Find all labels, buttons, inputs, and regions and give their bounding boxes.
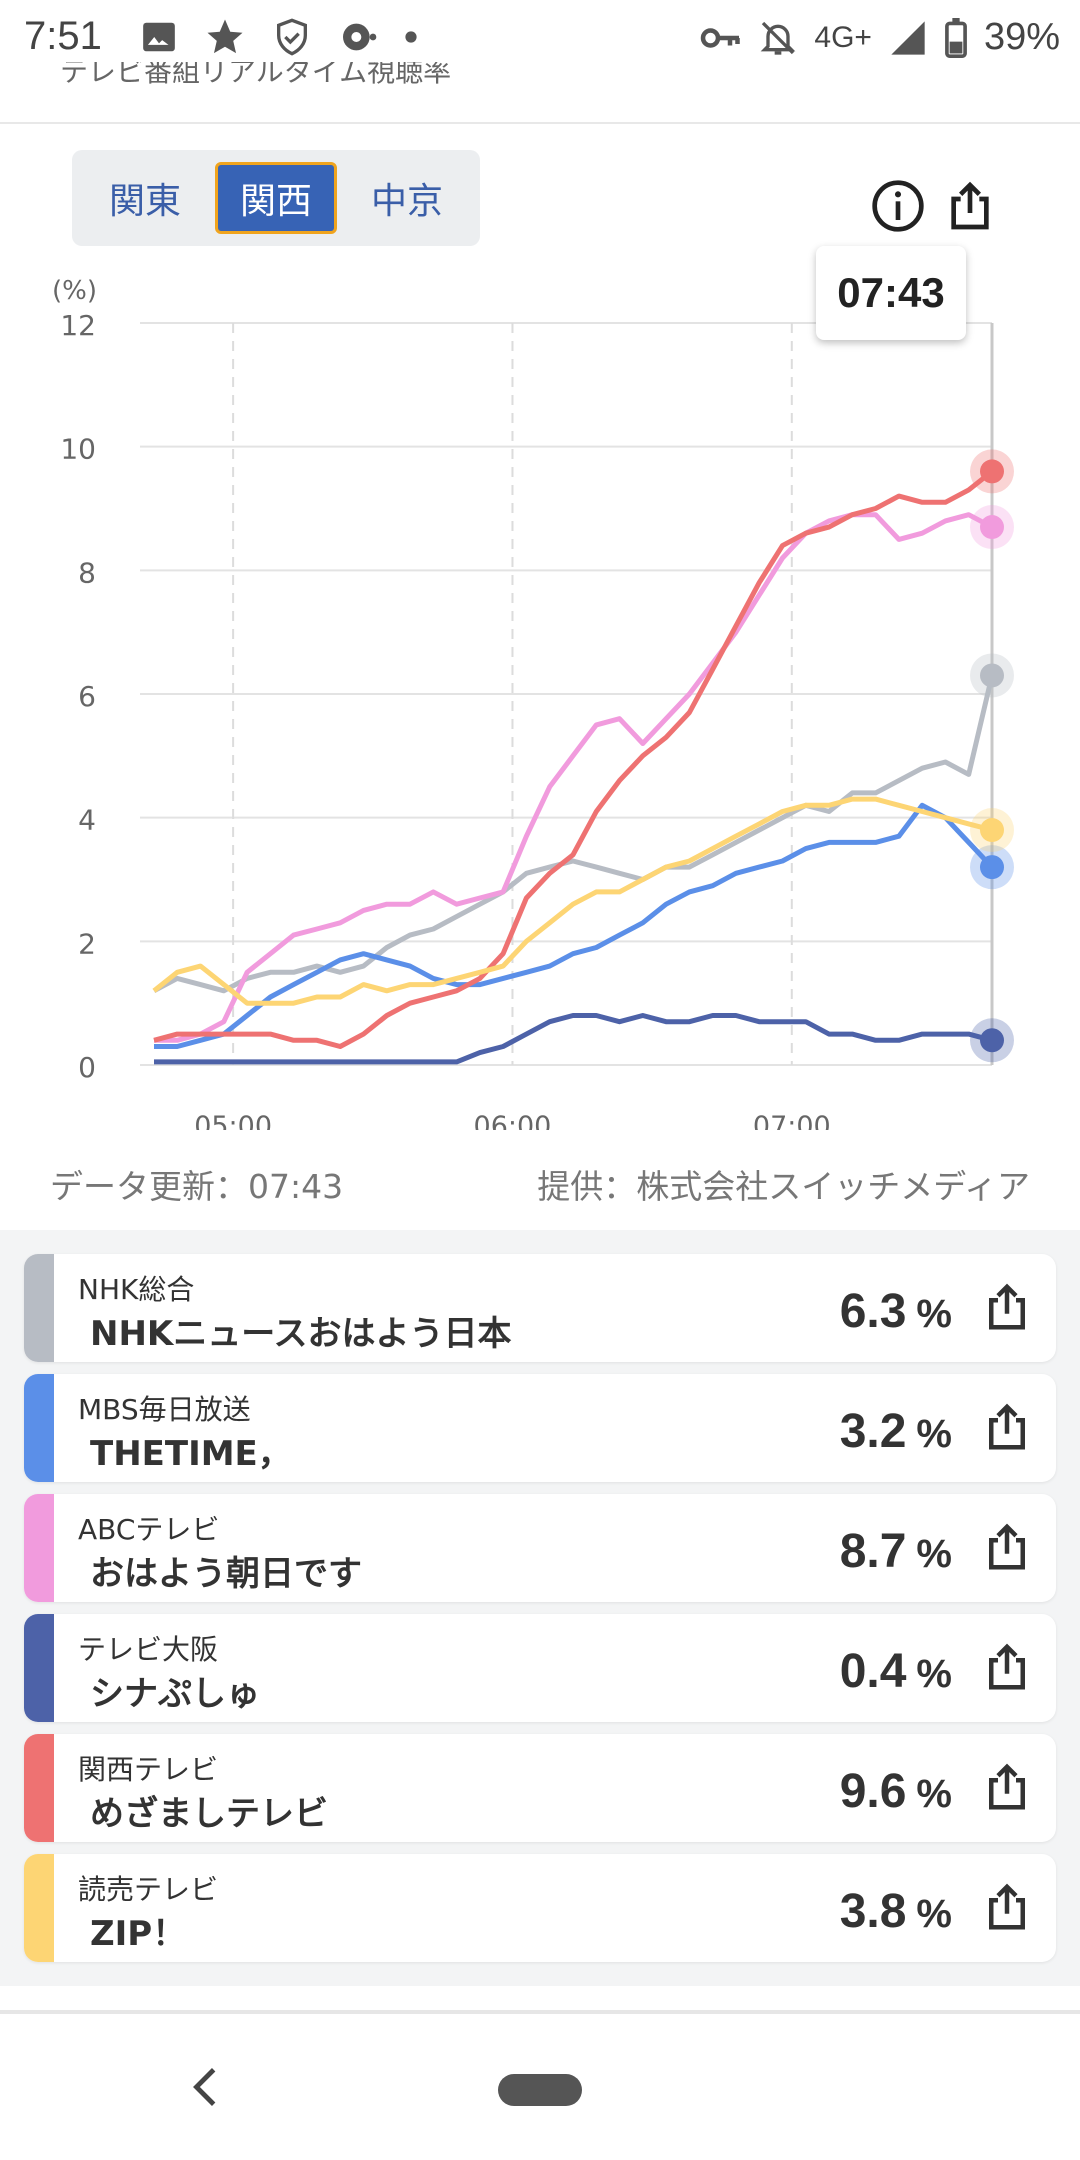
battery-icon bbox=[945, 17, 967, 58]
share-icon[interactable] bbox=[942, 178, 998, 234]
bell-off-icon bbox=[761, 21, 796, 55]
share-icon[interactable] bbox=[980, 1880, 1034, 1934]
x-tick-label: 05:00 bbox=[194, 1111, 272, 1130]
program-title: シナぷしゅ bbox=[90, 1674, 260, 1714]
status-bar: 7:51 4G+ 39% bbox=[0, 0, 1080, 72]
rating-value: 8.7% bbox=[839, 1525, 952, 1578]
program-title: めざましテレビ bbox=[90, 1794, 328, 1834]
home-pill-icon[interactable] bbox=[498, 2074, 582, 2106]
share-icon[interactable] bbox=[980, 1520, 1034, 1574]
key-icon bbox=[701, 27, 741, 48]
channel-name: テレビ大阪 bbox=[78, 1633, 219, 1666]
dot-icon bbox=[405, 31, 417, 43]
shield-icon bbox=[277, 18, 307, 56]
channel-name: MBS毎日放送 bbox=[78, 1393, 251, 1426]
signal-icon bbox=[891, 20, 925, 55]
star-icon bbox=[207, 19, 243, 54]
channel-color-bar bbox=[24, 1734, 54, 1842]
series-marker bbox=[980, 818, 1004, 843]
channel-card[interactable]: ABCテレビ おはよう朝日です 8.7% bbox=[24, 1494, 1056, 1602]
series-marker bbox=[980, 663, 1004, 688]
rating-value: 9.6% bbox=[839, 1765, 952, 1818]
share-icon[interactable] bbox=[980, 1400, 1034, 1454]
program-title: ZIP！ bbox=[90, 1914, 187, 1954]
series-line bbox=[154, 1013, 993, 1065]
series-marker bbox=[980, 459, 1004, 484]
program-title: NHKニュースおはよう日本 bbox=[90, 1314, 512, 1354]
x-tick-label: 06:00 bbox=[474, 1111, 552, 1130]
y-tick-label: 6 bbox=[78, 680, 96, 713]
region-selector: 関東 関西 中京 bbox=[72, 150, 480, 246]
channel-name: NHK総合 bbox=[78, 1273, 195, 1306]
channel-card[interactable]: 関西テレビ めざましテレビ 9.6% bbox=[24, 1734, 1056, 1842]
notification-icons bbox=[140, 16, 418, 58]
y-unit-label: (%) bbox=[52, 276, 97, 306]
rating-chart: 0 2 4 6 8 10 12(%) 05:00 06:00 07:00 bbox=[52, 276, 1014, 1130]
channel-list: NHK総合 NHKニュースおはよう日本 6.3% MBS毎日放送 THETIME… bbox=[0, 1230, 1080, 1986]
series-line bbox=[154, 802, 994, 1049]
channel-name: ABCテレビ bbox=[78, 1513, 220, 1546]
channel-color-bar bbox=[24, 1614, 54, 1722]
series-marker bbox=[980, 1028, 1004, 1053]
nav-divider bbox=[0, 2010, 1080, 2014]
program-title: おはよう朝日です bbox=[90, 1554, 362, 1594]
channel-card[interactable]: テレビ大阪 シナぷしゅ 0.4% bbox=[24, 1614, 1056, 1722]
back-icon[interactable] bbox=[186, 2064, 226, 2110]
program-title: THETIME， bbox=[90, 1434, 292, 1474]
channel-card[interactable]: MBS毎日放送 THETIME， 3.2% bbox=[24, 1374, 1056, 1482]
region-kansai-button[interactable]: 関西 bbox=[215, 162, 337, 234]
y-tick-label: 0 bbox=[78, 1051, 96, 1084]
rating-value: 6.3% bbox=[839, 1285, 952, 1338]
network-type: 4G+ bbox=[814, 20, 872, 54]
y-tick-label: 12 bbox=[60, 309, 96, 342]
y-tick-label: 4 bbox=[78, 804, 96, 837]
channel-color-bar bbox=[24, 1254, 54, 1362]
page-title-partial: テレビ番組リアルタイム視聴率 bbox=[60, 62, 452, 86]
header-divider bbox=[0, 122, 1080, 124]
region-chukyo-button[interactable]: 中京 bbox=[370, 181, 443, 222]
channel-card[interactable]: NHK総合 NHKニュースおはよう日本 6.3% bbox=[24, 1254, 1056, 1362]
data-updated-text: データ更新：07:43 bbox=[50, 1167, 344, 1206]
y-tick-label: 2 bbox=[78, 927, 96, 960]
x-tick-label: 07:00 bbox=[753, 1111, 831, 1130]
channel-name: 読売テレビ bbox=[78, 1873, 219, 1906]
channel-color-bar bbox=[24, 1494, 54, 1602]
time-tooltip: 07:43 bbox=[816, 246, 966, 340]
provider-text: 提供：株式会社スイッチメディア bbox=[537, 1167, 1030, 1206]
rating-value: 3.8% bbox=[839, 1885, 952, 1938]
series-line bbox=[154, 512, 994, 1043]
y-tick-label: 8 bbox=[78, 556, 96, 589]
share-icon[interactable] bbox=[980, 1280, 1034, 1334]
rating-value: 0.4% bbox=[839, 1645, 952, 1698]
y-tick-label: 10 bbox=[60, 433, 96, 466]
image-icon bbox=[143, 22, 175, 52]
status-time: 7:51 bbox=[24, 14, 102, 58]
channel-card[interactable]: 読売テレビ ZIP！ 3.8% bbox=[24, 1854, 1056, 1962]
series-line bbox=[152, 674, 995, 994]
system-icons: 4G+ 39% bbox=[700, 16, 1060, 59]
channel-color-bar bbox=[24, 1854, 54, 1962]
series-marker bbox=[980, 855, 1004, 880]
channel-name: 関西テレビ bbox=[78, 1753, 219, 1786]
series-line bbox=[153, 469, 994, 1049]
series-line bbox=[152, 796, 993, 1006]
channel-color-bar bbox=[24, 1374, 54, 1482]
info-icon[interactable] bbox=[870, 178, 926, 234]
battery-percent: 39% bbox=[983, 16, 1060, 58]
region-kanto-button[interactable]: 関東 bbox=[108, 181, 181, 222]
share-icon[interactable] bbox=[980, 1640, 1034, 1694]
sync-icon bbox=[343, 23, 377, 51]
share-icon[interactable] bbox=[980, 1760, 1034, 1814]
series-marker bbox=[980, 515, 1004, 540]
rating-value: 3.2% bbox=[839, 1405, 952, 1458]
